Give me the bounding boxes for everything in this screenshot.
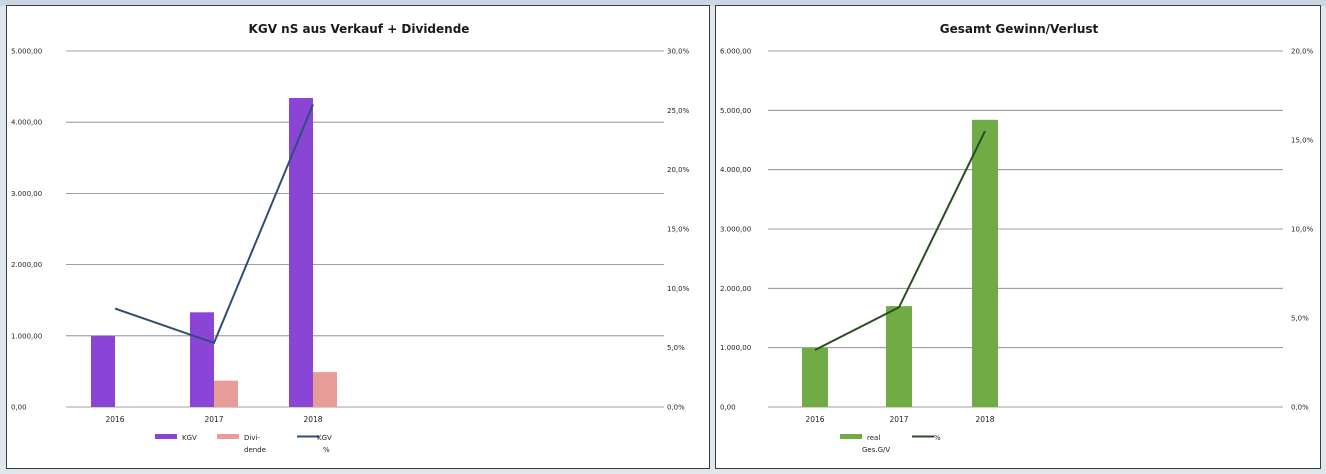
legend-label-pct: % [934,434,941,442]
chart-gesamt-svg: Gesamt Gewinn/Verlust 0,00 1.000,00 2.000,… [720,22,1314,454]
bar-dividende [214,380,238,407]
y-tick-label: 5.000,00 [11,48,42,56]
legend-label-dividende: Divi- [244,434,260,442]
x-tick-label: 2016 [105,415,124,424]
y-tick-label: 4.000,00 [11,119,42,127]
legend-swatch-kgv [155,434,177,439]
y-tick-label: 2.000,00 [720,285,751,293]
y2-tick-label: 15,0% [667,226,690,234]
bar-dividende [313,372,337,407]
bar-real-gesgv [886,306,912,407]
y-tick-label: 0,00 [11,404,27,412]
y-tick-label: 3.000,00 [720,226,751,234]
y2-tick-label: 20,0% [1291,48,1314,56]
spreadsheet-background [0,0,1326,6]
y2-tick-label: 10,0% [1291,226,1314,234]
y-tick-label: 0,00 [720,404,736,412]
legend-label-real: Ges.G/V [862,446,890,454]
chart-gesamt[interactable]: Gesamt Gewinn/Verlust 0,00 1.000,00 2.000,… [715,5,1321,469]
y2-tick-label: 10,0% [667,285,690,293]
legend-swatch-real [840,434,862,439]
y2-tick-label: 30,0% [667,48,690,56]
y-tick-label: 6.000,00 [720,48,751,56]
y-tick-label: 4.000,00 [720,166,751,174]
line-pct [814,130,986,351]
legend-label-dividende: dende [244,446,266,454]
x-tick-label: 2018 [975,415,994,424]
y-tick-label: 1.000,00 [720,344,751,352]
x-tick-label: 2016 [805,415,824,424]
y2-tick-label: 15,0% [1291,137,1314,145]
chart-gesamt-title: Gesamt Gewinn/Verlust [940,22,1099,36]
x-tick-label: 2017 [204,415,223,424]
y-tick-label: 5.000,00 [720,107,751,115]
y-tick-label: 3.000,00 [11,190,42,198]
legend-label-kgv-pct: % [323,446,330,454]
bar-kgv [91,335,115,407]
chart-kgv[interactable]: KGV nS aus Verkauf + Dividende 0,00 1.000… [6,5,710,469]
chart-kgv-svg: KGV nS aus Verkauf + Dividende 0,00 1.000… [11,22,690,454]
line-kgv-pct [114,104,314,345]
legend-label-kgv: KGV [182,434,197,442]
y2-tick-label: 25,0% [667,107,690,115]
y-tick-label: 1.000,00 [11,332,42,340]
y2-tick-label: 0,0% [667,404,685,412]
y2-tick-label: 5,0% [1291,315,1309,323]
bar-kgv [289,97,313,407]
bar-kgv [190,312,214,407]
x-tick-label: 2017 [889,415,908,424]
y-tick-label: 2.000,00 [11,261,42,269]
legend-label-kgv-pct: KGV [317,434,332,442]
legend-swatch-dividende [217,434,239,439]
x-tick-label: 2018 [303,415,322,424]
legend-label-real: real [867,434,880,442]
bar-real-gesgv [802,347,828,407]
bar-real-gesgv [972,119,998,408]
y2-tick-label: 0,0% [1291,404,1309,412]
y2-tick-label: 5,0% [667,344,685,352]
chart-kgv-title: KGV nS aus Verkauf + Dividende [249,22,470,36]
y2-tick-label: 20,0% [667,166,690,174]
